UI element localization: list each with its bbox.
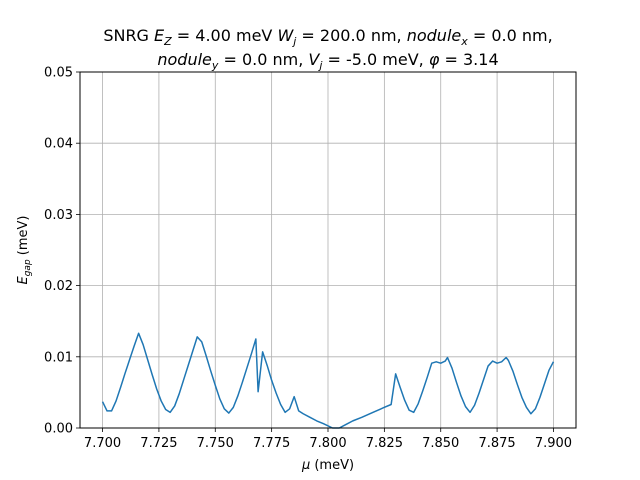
- x-axis-ticks: 7.700 7.725 7.750 7.775 7.800 7.825 7.850 7.875…: [84, 428, 572, 451]
- y-tick-label: 0.02: [44, 279, 73, 294]
- chart-title-line2: noduley = 0.0 nm, Vj = -5.0 meV, φ = 3.1…: [157, 50, 498, 72]
- y-tick-label: 0.03: [44, 208, 73, 223]
- y-tick-label: 0.01: [44, 350, 73, 365]
- y-tick-label: 0.04: [44, 137, 73, 152]
- series-line: [101, 332, 555, 429]
- x-tick-label: 7.900: [535, 436, 572, 451]
- x-tick-label: 7.825: [366, 436, 403, 451]
- x-tick-label: 7.875: [478, 436, 515, 451]
- y-tick-label: 0.00: [44, 422, 73, 437]
- chart-title-line1: SNRG EZ = 4.00 meV Wj = 200.0 nm, nodule…: [103, 26, 552, 48]
- y-tick-label: 0.05: [44, 66, 73, 81]
- y-axis-ticks: 0.00 0.01 0.02 0.03 0.04 0.05: [44, 66, 80, 437]
- x-tick-label: 7.850: [422, 436, 459, 451]
- x-tick-label: 7.775: [253, 436, 290, 451]
- x-axis-label: μ (meV): [301, 458, 354, 473]
- x-tick-label: 7.700: [84, 436, 121, 451]
- x-tick-label: 7.750: [197, 436, 234, 451]
- x-tick-label: 7.725: [140, 436, 177, 451]
- x-tick-label: 7.800: [309, 436, 346, 451]
- y-axis-label: Egap (meV): [16, 215, 33, 284]
- series-layer: [101, 332, 555, 429]
